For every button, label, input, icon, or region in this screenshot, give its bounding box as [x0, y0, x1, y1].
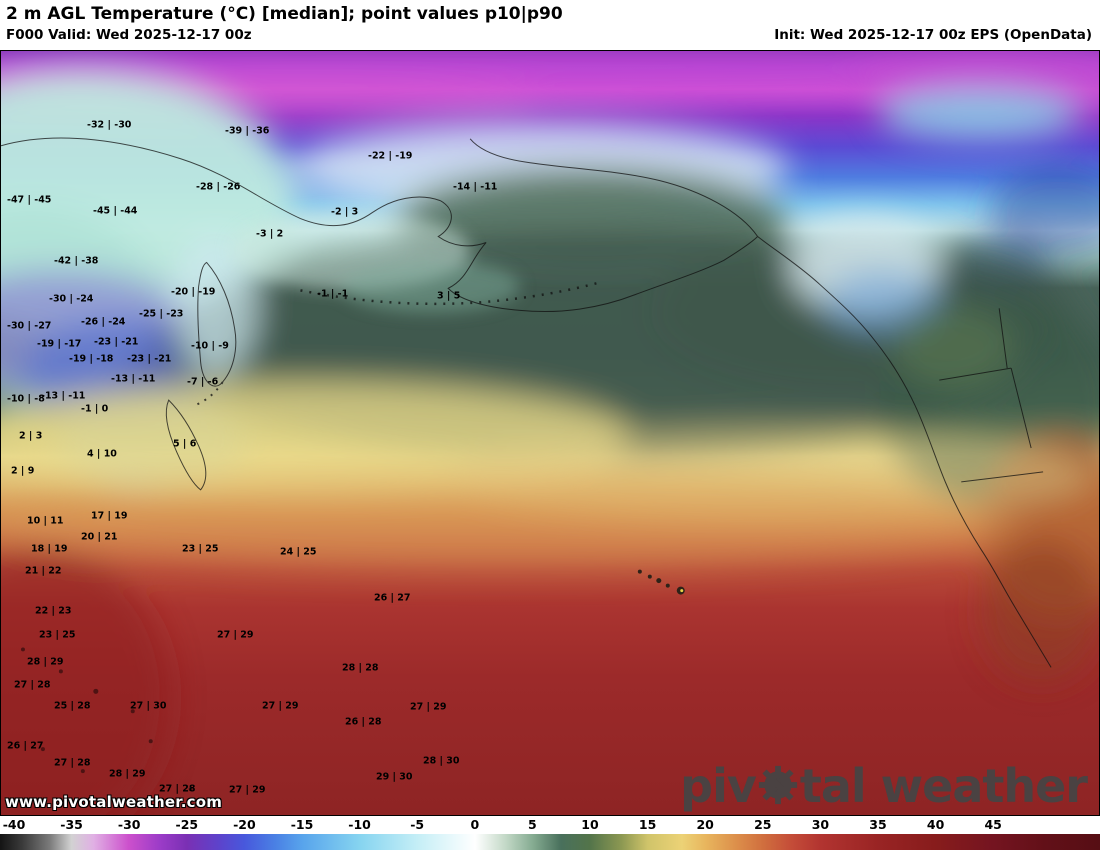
point-value: 26 | 27 [7, 740, 44, 752]
pacific-islands [20, 647, 193, 792]
point-value: 28 | 30 [423, 755, 460, 767]
point-value: 27 | 29 [262, 700, 299, 712]
point-value: 10 | 11 [27, 515, 64, 527]
point-value: 25 | 28 [54, 700, 91, 712]
colorbar-tick: 25 [754, 817, 772, 832]
point-value: -13 | -11 [111, 373, 156, 385]
colorbar-tick: -10 [348, 817, 371, 832]
colorbar-tick: 45 [984, 817, 1002, 832]
point-value: 28 | 29 [27, 656, 64, 668]
point-value: -22 | -19 [368, 150, 413, 162]
point-value: 26 | 27 [374, 592, 411, 604]
logo-text-right: tal weather [799, 759, 1088, 813]
point-value: -19 | -17 [37, 338, 82, 350]
gear-icon [758, 765, 797, 805]
coastlines [1, 137, 1052, 668]
colorbar-tick: 40 [926, 817, 945, 832]
header: 2 m AGL Temperature (°C) [median]; point… [0, 0, 1100, 50]
colorbar-tick: -30 [117, 817, 141, 832]
point-value: 27 | 28 [159, 783, 196, 795]
point-value: -32 | -30 [87, 119, 132, 131]
point-value: -1 | 0 [81, 403, 109, 415]
point-value: -3 | 2 [256, 228, 284, 240]
colorbar-tick: -20 [233, 817, 256, 832]
point-value: 27 | 29 [229, 784, 266, 796]
colorbar-tick: 5 [528, 817, 537, 832]
point-value: 20 | 21 [81, 531, 118, 543]
point-value: 26 | 28 [345, 716, 382, 728]
point-value: -42 | -38 [54, 255, 99, 267]
colorbar-tick: 15 [638, 817, 657, 832]
valid-time: F000 Valid: Wed 2025-12-17 00z [6, 26, 252, 43]
point-value: 18 | 19 [31, 543, 68, 555]
point-value: 4 | 10 [87, 448, 117, 460]
point-value: -23 | -21 [127, 353, 172, 365]
point-value: -2 | 3 [331, 206, 359, 218]
point-value: -20 | -19 [171, 286, 216, 298]
logo-text-left: piv [680, 759, 757, 813]
colorbar-tick-labels: -40 -35 -30 -25 -20 -15 -10 -5 0 5 10 15 20 25 30 35 40 4… [0, 816, 1100, 834]
point-value: -30 | -24 [49, 293, 94, 305]
point-value: 21 | 22 [25, 565, 62, 577]
point-value: 3 | 5 [437, 290, 461, 302]
colorbar-tick: 30 [811, 817, 830, 832]
colorbar-tick: 35 [869, 817, 887, 832]
point-value: 29 | 30 [376, 771, 413, 783]
point-value: 27 | 29 [217, 629, 254, 641]
map-canvas[interactable]: -32 | -30 -39 | -36 -22 | -19 -28 | -26 -14 … [0, 50, 1100, 816]
colorbar-tick: 0 [470, 817, 480, 832]
point-value: 2 | 3 [19, 430, 43, 442]
point-value: -19 | -18 [69, 353, 114, 365]
point-value: 24 | 25 [280, 546, 317, 558]
colorbar [0, 834, 1100, 850]
point-value: 17 | 19 [91, 510, 128, 522]
point-value: 27 | 30 [130, 700, 167, 712]
point-value: -10 | -9 [191, 340, 229, 352]
temperature-field [1, 51, 1099, 815]
point-value: -30 | -27 [7, 320, 52, 332]
point-value: -13 | -11 [41, 390, 86, 402]
point-value: 28 | 29 [109, 768, 146, 780]
colorbar-tick: -25 [175, 817, 199, 832]
point-value: -26 | -24 [81, 316, 126, 328]
forecast-info-row: F000 Valid: Wed 2025-12-17 00z Init: Wed… [0, 26, 1100, 45]
point-value: -10 | -8 [7, 393, 45, 405]
map-title: 2 m AGL Temperature (°C) [median]; point… [6, 4, 563, 24]
point-value: -23 | -21 [94, 336, 139, 348]
watermark-url: www.pivotalweather.com [5, 793, 223, 811]
point-value: -1 | -1 [317, 288, 349, 300]
colorbar-tick: -40 [2, 817, 26, 832]
colorbar-tick: -35 [60, 817, 83, 832]
colorbar-tick: -15 [290, 817, 314, 832]
point-value: -25 | -23 [139, 308, 184, 320]
point-value: 23 | 25 [39, 629, 76, 641]
point-value: 27 | 29 [410, 701, 447, 713]
point-value: 23 | 25 [182, 543, 219, 555]
pivotal-weather-logo: piv tal weather [680, 759, 1088, 813]
point-value: -28 | -26 [196, 181, 241, 193]
init-time: Init: Wed 2025-12-17 00z EPS (OpenData) [774, 26, 1092, 43]
point-value: 27 | 28 [54, 757, 91, 769]
colorbar-tick: 20 [696, 817, 714, 832]
point-value: -7 | -6 [187, 376, 219, 388]
point-value: 2 | 9 [11, 465, 35, 477]
colorbar-tick: -5 [410, 817, 425, 832]
point-value: 28 | 28 [342, 662, 379, 674]
point-value: 22 | 23 [35, 605, 72, 617]
point-value: -14 | -11 [453, 181, 498, 193]
point-value: 27 | 28 [14, 679, 51, 691]
point-value: 5 | 6 [173, 438, 197, 450]
point-value: -39 | -36 [225, 125, 270, 137]
point-value: -47 | -45 [7, 194, 52, 206]
colorbar-tick: 10 [581, 817, 599, 832]
point-value: -45 | -44 [93, 205, 138, 217]
